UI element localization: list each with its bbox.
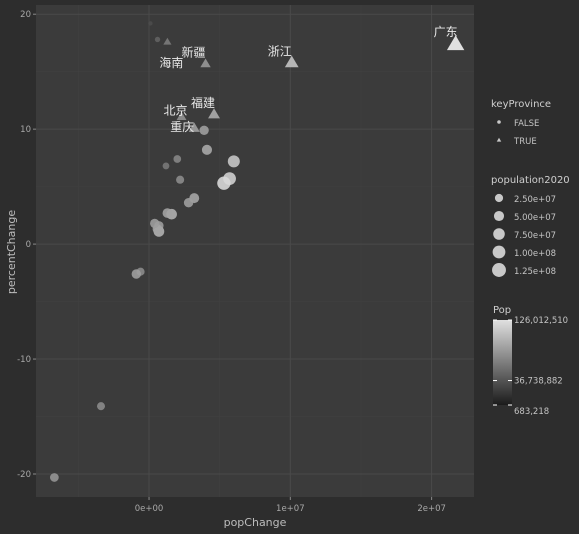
province-point: [163, 163, 170, 170]
province-point: [50, 473, 59, 482]
legend-size-label: 1.00e+08: [514, 249, 556, 259]
colorbar: [493, 320, 512, 405]
legend-size-key: [494, 211, 504, 221]
legend-size-label: 2.50e+07: [514, 195, 556, 205]
province-point: [155, 37, 160, 42]
province-point: [173, 155, 181, 163]
y-tick-label: -20: [17, 470, 31, 480]
province-point: [97, 402, 105, 410]
x-tick-label: 2e+07: [417, 504, 446, 514]
colorbar-label: 126,012,510: [514, 316, 568, 326]
y-tick-label: 10: [20, 125, 31, 135]
legend-shape-title: keyProvince: [491, 99, 551, 110]
point-label: 福建: [191, 95, 215, 110]
x-tick-label: 0e+00: [135, 504, 164, 514]
y-axis-ticks: -20 -10 0 10 20: [17, 10, 36, 480]
province-point: [176, 176, 184, 184]
y-axis-title: percentChange: [5, 210, 18, 294]
province-point: [199, 126, 208, 135]
legend-size-key: [495, 194, 503, 202]
y-tick-label: -10: [17, 355, 31, 365]
y-tick-label: 0: [26, 240, 31, 250]
legend-size-label: 7.50e+07: [514, 231, 556, 241]
colorbar-label: 683,218: [514, 407, 549, 417]
province-point: [148, 21, 152, 25]
panel-background: [36, 5, 474, 497]
point-label: 新疆: [182, 45, 206, 60]
province-point: [217, 176, 230, 189]
legend-shape-key-false: [497, 120, 501, 124]
legend-shape-label: FALSE: [514, 119, 539, 129]
legend-size-label: 1.25e+08: [514, 267, 556, 277]
point-label: 浙江: [268, 44, 292, 58]
legend-size-key: [493, 246, 506, 259]
legend-shape-key-true: [497, 138, 502, 142]
province-point: [163, 208, 173, 218]
x-tick-label: 1e+07: [276, 504, 305, 514]
x-axis-ticks: 0e+00 1e+07 2e+07: [135, 497, 446, 514]
y-tick-label: 20: [20, 10, 31, 20]
point-label: 北京: [164, 104, 188, 118]
legend-size-key: [493, 228, 505, 240]
x-axis-title: popChange: [224, 516, 287, 529]
legend-color-title: Pop: [493, 305, 511, 316]
legend-size-label: 5.00e+07: [514, 213, 556, 223]
legend-size-title: population2020: [491, 175, 570, 186]
legend-shape-label: TRUE: [513, 137, 537, 147]
point-label: 广东: [434, 25, 458, 39]
point-label: 重庆: [170, 120, 194, 134]
point-label: 海南: [159, 55, 183, 70]
colorbar-label: 36,738,882: [514, 377, 563, 387]
legend: keyProvince FALSE TRUE population2020 2.5…: [491, 99, 570, 417]
legend-size-key: [492, 263, 506, 277]
province-point: [228, 155, 240, 167]
province-point: [202, 145, 212, 155]
province-point: [132, 269, 141, 278]
province-point: [150, 219, 159, 228]
province-point: [184, 198, 193, 207]
